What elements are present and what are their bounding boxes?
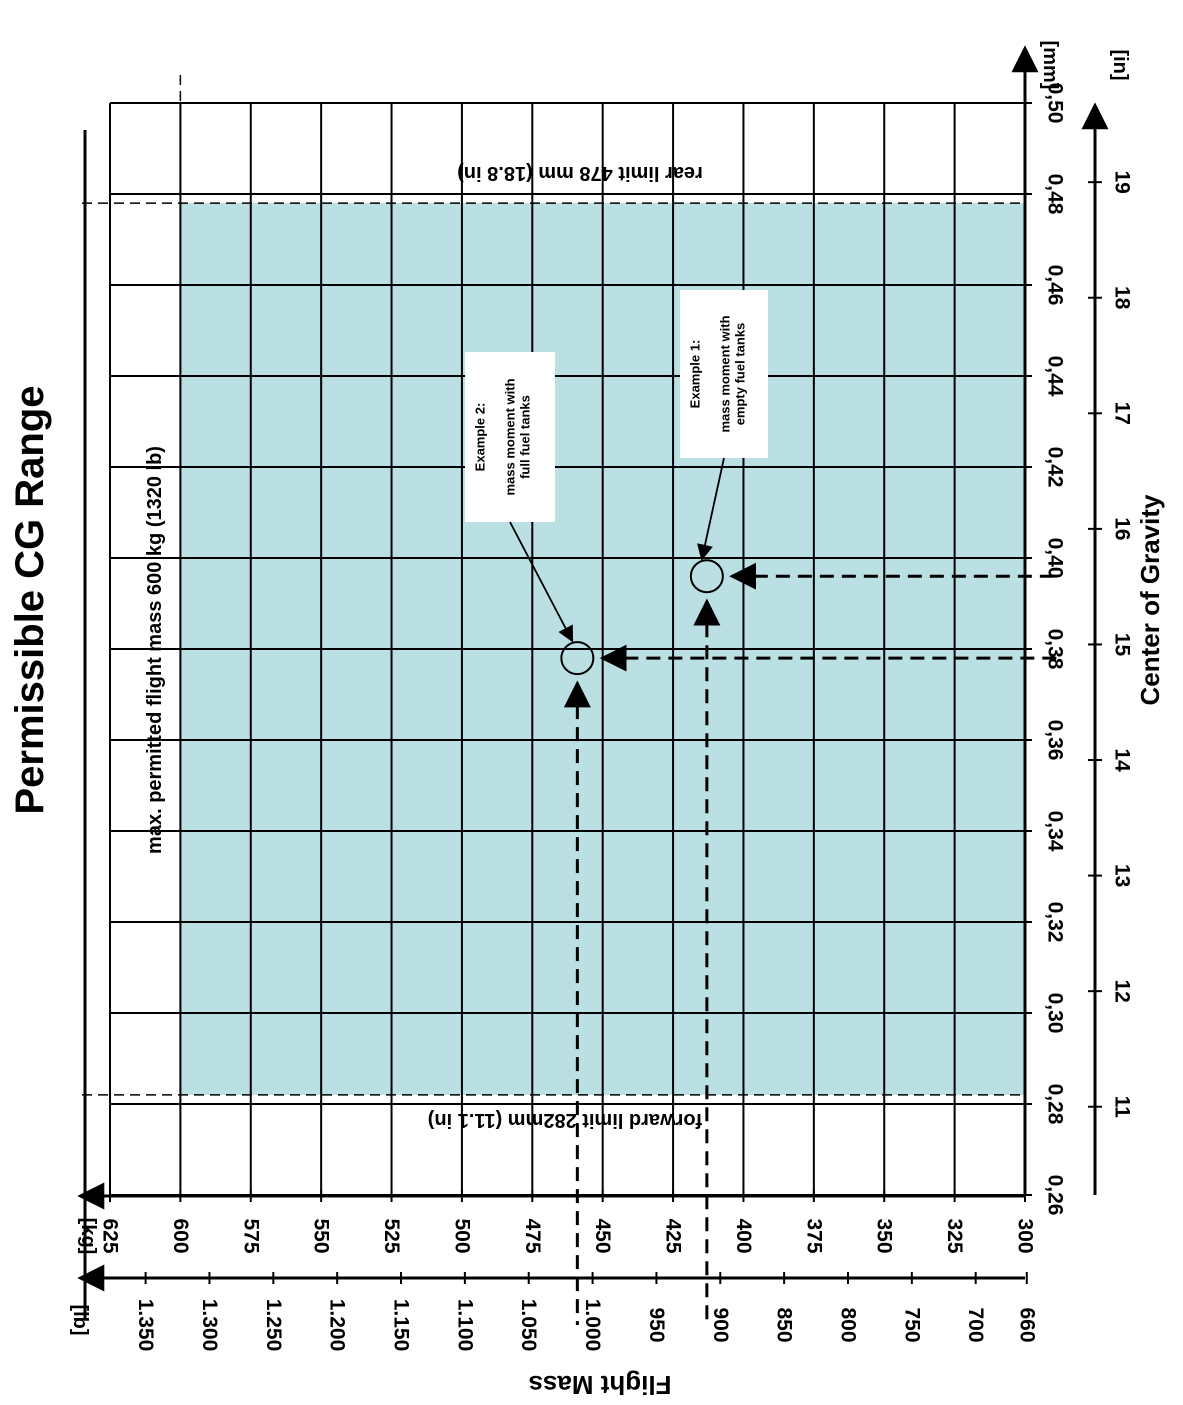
forward-limit-label: forward limit 282mm (11.1 in) — [428, 1109, 703, 1131]
mm-tick-label: 0,46 — [1044, 265, 1067, 306]
lb-tick-label: 1.250 — [262, 1299, 285, 1352]
kg-tick-label: 625 — [99, 1218, 122, 1253]
example-point — [560, 641, 595, 676]
in-tick-label: 11 — [1111, 1096, 1134, 1119]
example-line: full fuel tanks — [518, 395, 533, 479]
kg-tick-label: 325 — [943, 1218, 966, 1253]
example-pointer — [509, 521, 574, 643]
lb-tick-label: 900 — [709, 1307, 732, 1342]
kg-tick-label: 500 — [450, 1218, 473, 1253]
y-axis-label: Flight Mass — [528, 1370, 671, 1400]
kg-tick-label: 350 — [873, 1218, 896, 1253]
mm-tick-label: 0,38 — [1044, 629, 1067, 670]
lb-tick-label: 700 — [964, 1307, 987, 1342]
in-tick-label: 12 — [1111, 979, 1134, 1002]
mm-unit-label: [mm] — [1039, 41, 1061, 90]
lb-tick-label: 850 — [773, 1307, 796, 1342]
grid-layer — [109, 102, 1025, 1196]
lb-tick-label: 1.200 — [326, 1299, 349, 1352]
mm-tick-label: 0,26 — [1044, 1175, 1067, 1216]
kg-tick-label: 475 — [521, 1218, 544, 1253]
mm-tick-label: 0,48 — [1044, 174, 1067, 215]
mm-tick-label: 0,44 — [1044, 356, 1067, 397]
examples-layer — [465, 290, 1060, 1325]
axes-layer — [77, 45, 1109, 1320]
labels-layer: 300 325 350 375 400 425 450 475 500 525 550 575 600 6… — [8, 41, 1165, 1400]
lb-tick-label: 750 — [900, 1307, 923, 1342]
kg-tick-label: 400 — [732, 1218, 755, 1253]
mm-tick-label: 0,36 — [1044, 720, 1067, 761]
mm-tick-label: 0,30 — [1044, 993, 1067, 1034]
chart-title: Permissible CG Range — [8, 385, 52, 814]
in-tick-label: 13 — [1111, 864, 1134, 887]
lb-tick-label: 1.000 — [581, 1299, 604, 1352]
lb-tick-label: 1.050 — [517, 1299, 540, 1352]
in-unit-label: [in] — [1109, 49, 1131, 80]
example-box — [465, 352, 555, 522]
lb-tick-label: 1.150 — [390, 1299, 413, 1352]
kg-tick-label: 450 — [591, 1218, 614, 1253]
lb-unit-label: [lb] — [69, 1304, 91, 1335]
mm-tick-label: 0,34 — [1044, 811, 1067, 852]
lb-tick-label: 660 — [1015, 1307, 1038, 1342]
example-box — [680, 290, 768, 458]
kg-tick-label: 525 — [380, 1218, 403, 1253]
kg-tick-label: 300 — [1014, 1218, 1037, 1253]
mm-tick-label: 0,42 — [1044, 447, 1067, 488]
example-line: empty fuel tanks — [733, 323, 748, 426]
kg-tick-label: 600 — [169, 1218, 192, 1253]
limit-lines-layer — [82, 75, 1025, 1195]
example-pointer — [697, 457, 725, 561]
rear-limit-label: rear limit 478 mm (18.8 in) — [457, 162, 703, 184]
kg-unit-label: [kg] — [77, 1218, 99, 1255]
mm-tick-label: 0,28 — [1044, 1084, 1067, 1125]
mm-tick-label: 0,50 — [1044, 83, 1067, 124]
kg-tick-label: 375 — [802, 1218, 825, 1253]
max-mass-label: max. permitted flight mass 600 kg (1320 … — [144, 446, 166, 854]
x-axis-label: Center of Gravity — [1135, 494, 1165, 705]
in-tick-label: 18 — [1111, 286, 1134, 310]
example-line: mass moment with — [718, 315, 733, 432]
in-tick-label: 14 — [1111, 748, 1134, 772]
lb-tick-label: 950 — [645, 1307, 668, 1342]
lb-tick-label: 1.300 — [198, 1299, 221, 1352]
kg-tick-label: 425 — [662, 1218, 685, 1253]
mm-tick-label: 0,32 — [1044, 902, 1067, 943]
lb-tick-label: 1.100 — [453, 1299, 476, 1352]
lb-tick-label: 1.350 — [134, 1299, 157, 1352]
in-tick-label: 15 — [1111, 633, 1134, 657]
in-tick-label: 17 — [1111, 402, 1134, 425]
kg-tick-label: 575 — [239, 1218, 262, 1253]
lb-tick-label: 800 — [836, 1307, 859, 1342]
example-title: Example 2: — [473, 403, 488, 472]
mm-tick-label: 0,40 — [1044, 538, 1067, 579]
kg-tick-label: 550 — [310, 1218, 333, 1253]
example-line: mass moment with — [503, 378, 518, 495]
example-title: Example 1: — [688, 340, 703, 409]
in-tick-label: 16 — [1111, 517, 1134, 540]
in-tick-label: 19 — [1111, 170, 1134, 193]
